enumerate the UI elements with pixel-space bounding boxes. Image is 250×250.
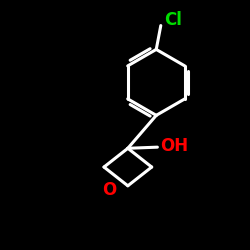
Text: O: O (102, 181, 117, 199)
Text: Cl: Cl (164, 11, 182, 29)
Text: OH: OH (160, 137, 188, 155)
